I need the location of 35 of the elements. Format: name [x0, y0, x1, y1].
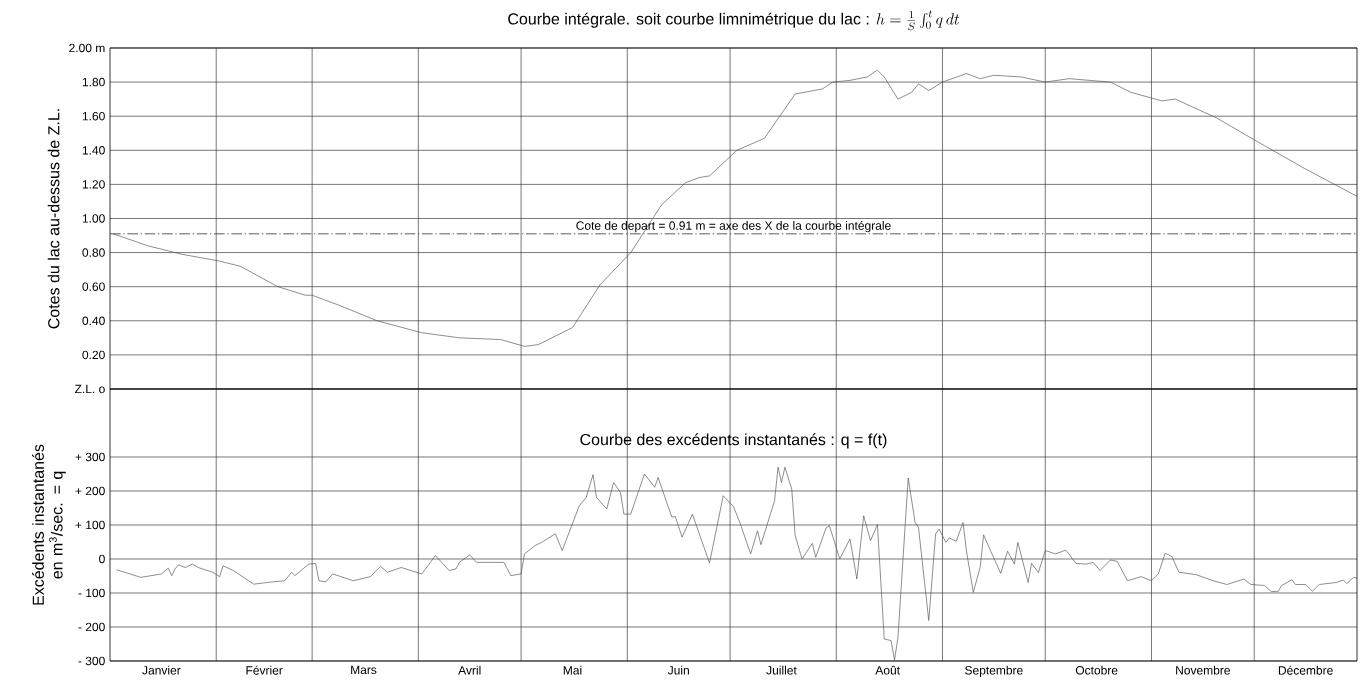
y-tick-label: - 200: [78, 622, 105, 632]
x-tick-label: Avril: [458, 665, 481, 675]
y-tick-label: 0.60: [82, 282, 105, 291]
y-tick-label: Z.L. o: [74, 384, 105, 394]
x-tick-label: Juillet: [766, 665, 797, 675]
y-tick-label: 1.00: [82, 214, 105, 223]
y-tick-label: 0.20: [82, 350, 105, 360]
y-tick-label: 2.00 m: [69, 43, 105, 53]
x-tick-label: Mars: [351, 665, 377, 675]
y-tick-label: - 300: [78, 656, 105, 666]
x-tick-label: Décembre: [1278, 665, 1333, 675]
x-tick-label: Novembre: [1176, 665, 1230, 675]
y-tick-label: 0.80: [82, 248, 105, 257]
y-tick-label: 0.40: [82, 316, 105, 326]
y-tick-label: 1.80: [82, 77, 105, 87]
x-tick-label: Septembre: [965, 665, 1023, 677]
text: Courbe des excédents instantanés : q = f(t): [580, 433, 887, 449]
y-tick-label: + 100: [75, 520, 105, 530]
y-axis-title: Cotes du lac au-dessus de Z.L.: [47, 109, 60, 329]
y-tick-label: + 200: [75, 486, 105, 496]
y-tick-label: 1.60: [82, 111, 105, 121]
y-tick-label: 0: [99, 554, 105, 564]
chart-title: Courbe intégrale. soit courbe limnimétrique du lac :: [508, 12, 869, 28]
x-tick-label: Janvier: [142, 665, 181, 675]
y-tick-label: + 300: [75, 452, 105, 462]
x-tick-label: Juin: [667, 665, 689, 675]
y-tick-label: - 100: [78, 588, 105, 598]
text: $h=\frac{1}{S}\int_{0}^{t}q\,dt$: [876, 10, 960, 31]
y-tick-label: 1.40: [82, 146, 105, 155]
x-tick-label: Août: [875, 665, 900, 675]
y-tick-label: 1.20: [82, 180, 105, 189]
x-tick-label: Octobre: [1075, 665, 1118, 675]
x-tick-label: Mai: [563, 665, 582, 675]
x-tick-label: Février: [246, 665, 283, 675]
ref-line-label: Cote de depart = 0.91 m = axe des X de la courbe intégrale: [576, 220, 891, 233]
